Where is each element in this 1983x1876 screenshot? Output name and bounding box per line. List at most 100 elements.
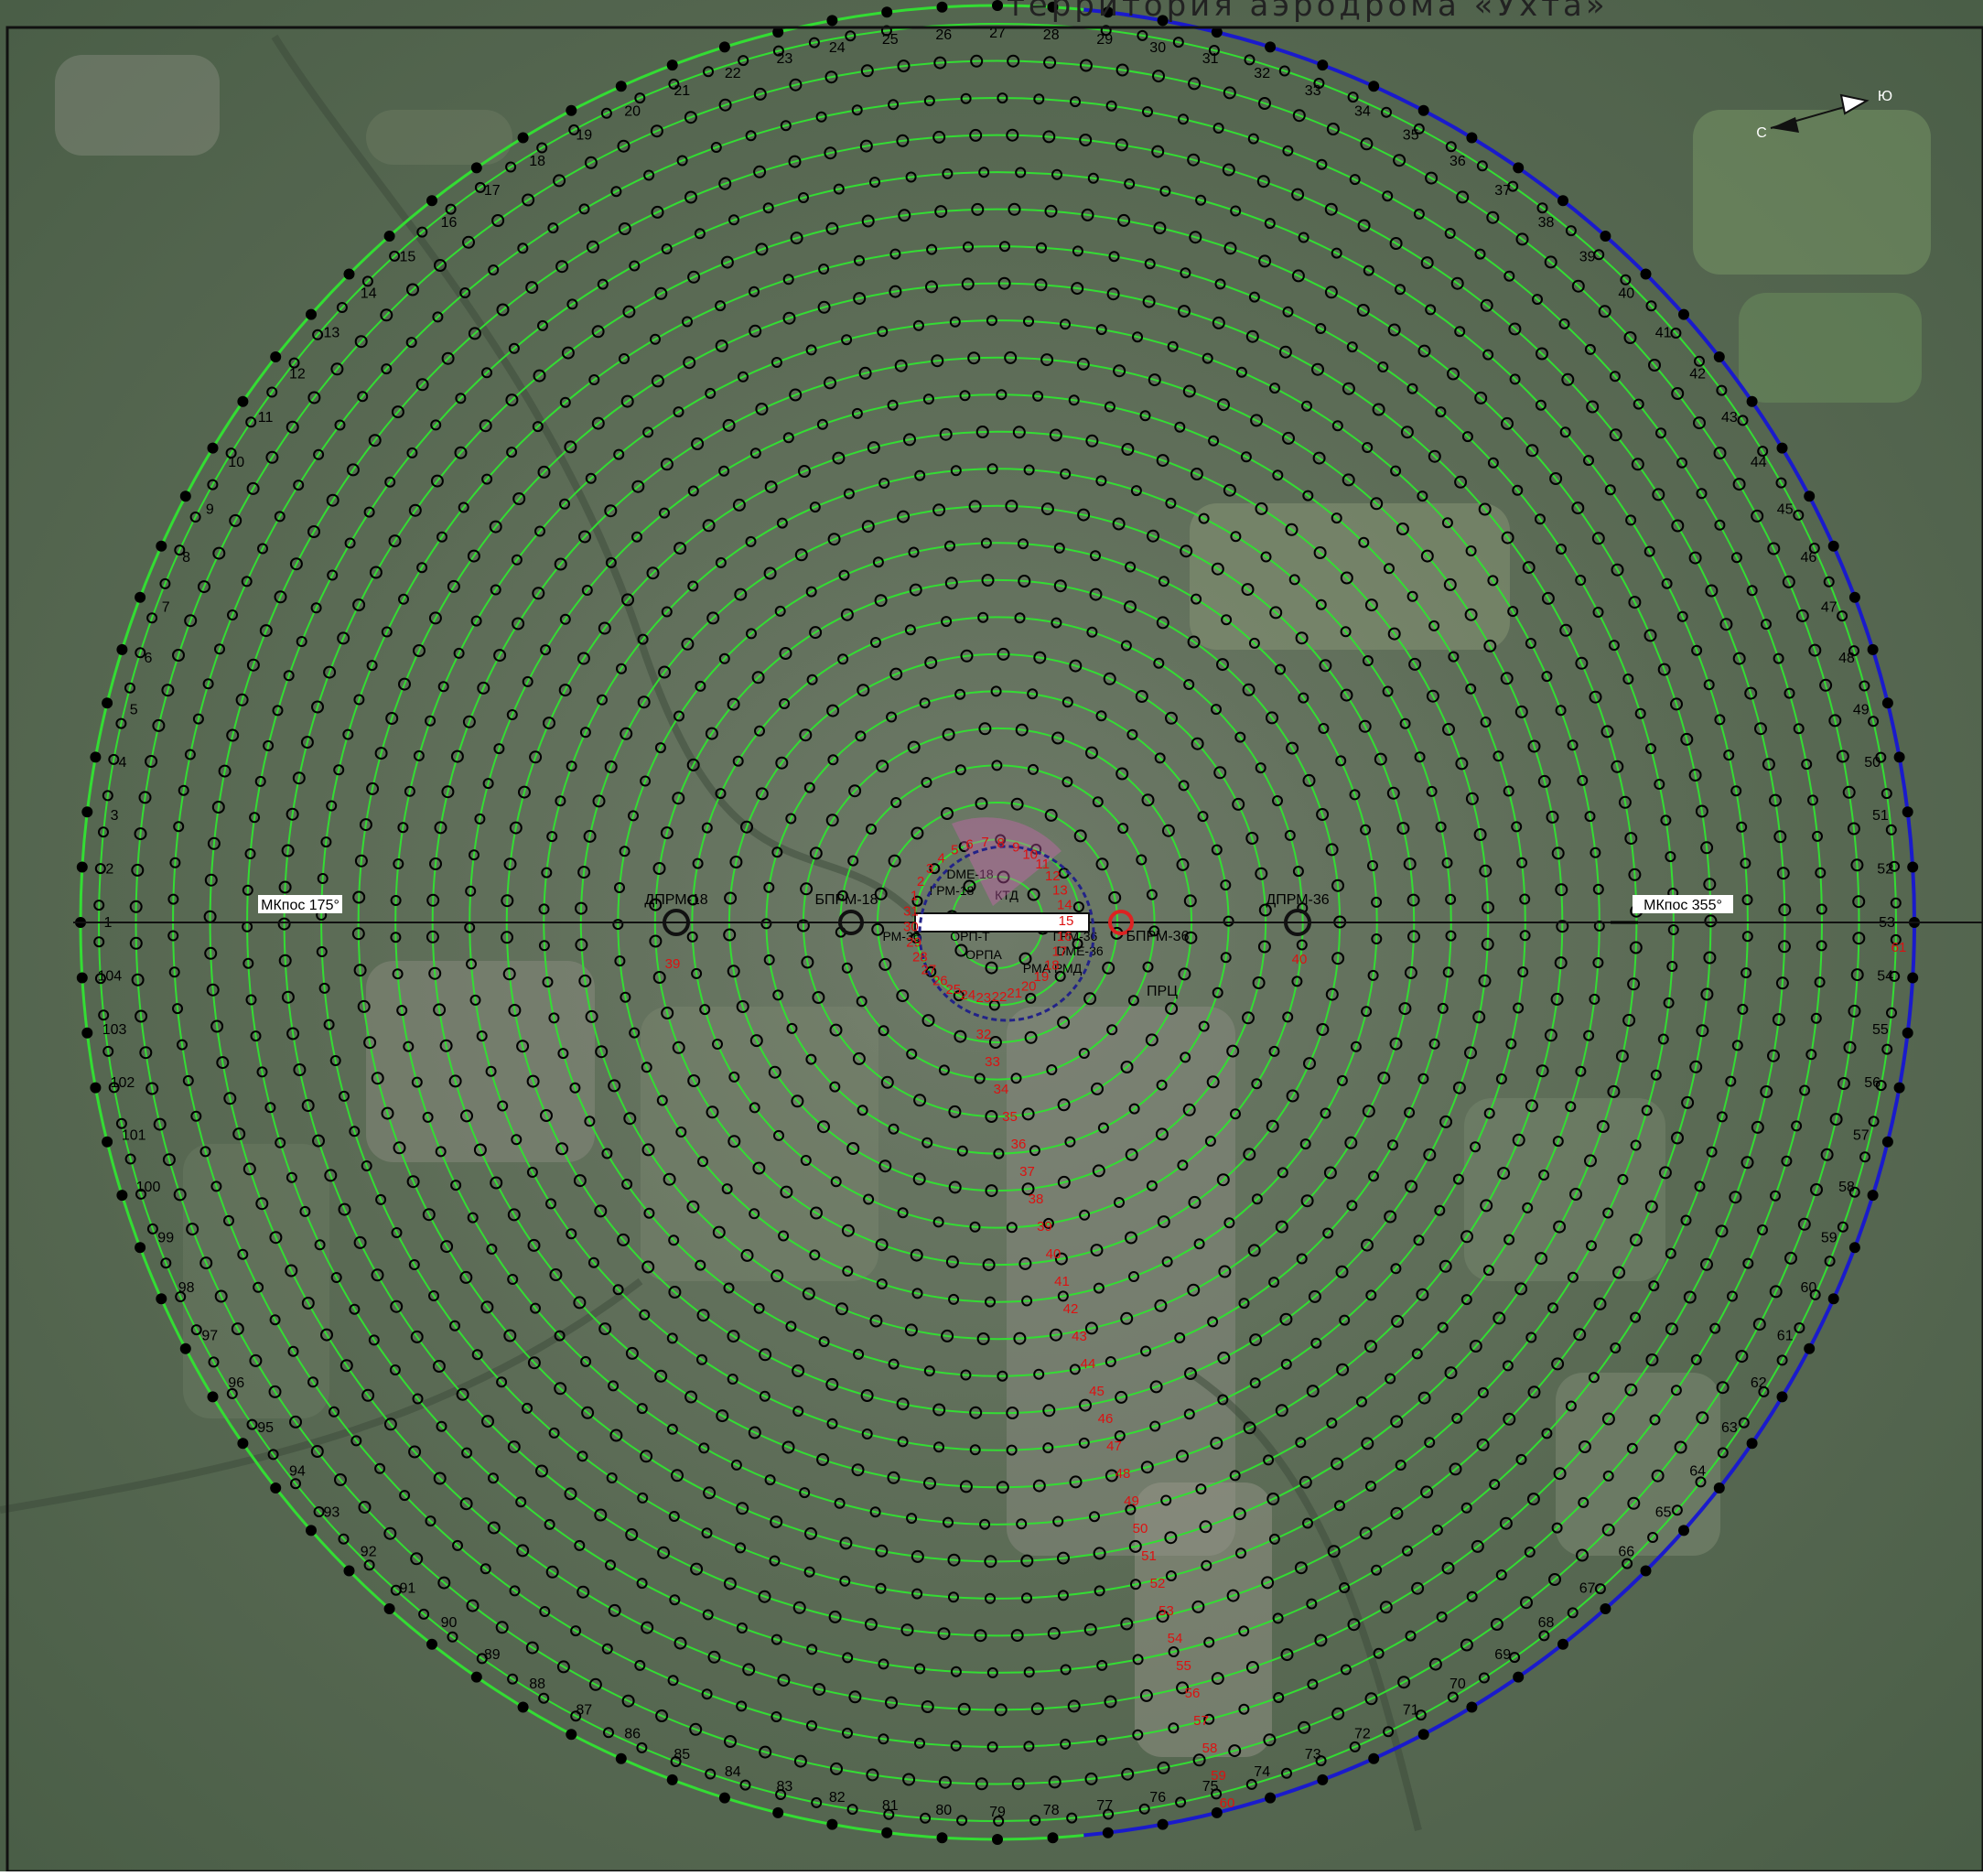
grid-point	[1060, 1664, 1072, 1676]
outer-point-label: 70	[1450, 1677, 1466, 1692]
prc-label: ПРЦ	[1147, 984, 1178, 999]
grid-point	[587, 1256, 599, 1268]
grid-point	[914, 1737, 925, 1749]
grid-point	[1703, 951, 1717, 965]
grid-point	[945, 1255, 959, 1268]
grid-point	[1538, 1170, 1550, 1181]
grid-point	[352, 890, 366, 904]
grid-point	[1364, 598, 1378, 612]
grid-point	[971, 202, 985, 216]
grid-point	[1331, 879, 1344, 892]
grid-point	[1875, 751, 1887, 763]
grid-point	[1696, 488, 1708, 500]
outer-point	[1848, 1242, 1860, 1254]
grid-point	[413, 644, 426, 657]
red-marker: 1	[911, 889, 918, 904]
grid-point	[1029, 1815, 1041, 1827]
outer-point	[772, 1806, 784, 1818]
grid-point	[1609, 371, 1621, 383]
grid-point	[330, 362, 344, 376]
grid-point	[1623, 331, 1637, 344]
grid-point	[705, 387, 717, 399]
grid-point	[1514, 705, 1528, 718]
grid-point	[637, 695, 651, 709]
grid-point	[1575, 1065, 1587, 1077]
outer-point	[1157, 15, 1169, 27]
grid-point	[1591, 532, 1605, 545]
grid-point	[1594, 1583, 1606, 1595]
grid-point	[621, 1694, 635, 1708]
grid-point	[1411, 1581, 1425, 1595]
grid-point	[1480, 298, 1493, 312]
grid-point	[574, 1539, 586, 1551]
outer-point-label: 2	[105, 861, 113, 877]
outer-point	[1678, 1525, 1689, 1536]
grid-point	[1255, 762, 1266, 774]
grid-point	[1589, 993, 1600, 1005]
grid-point	[518, 785, 531, 799]
grid-point	[436, 531, 447, 543]
outer-point	[666, 59, 678, 71]
grid-point	[1511, 821, 1523, 833]
grid-point	[715, 340, 728, 352]
outer-point	[237, 395, 249, 407]
grid-point	[577, 866, 591, 879]
grid-point	[956, 1815, 968, 1827]
grid-point	[1730, 552, 1742, 564]
grid-point	[1211, 1788, 1223, 1800]
grid-point	[654, 742, 666, 754]
grid-point	[1033, 1368, 1045, 1380]
grid-point	[1549, 472, 1563, 485]
grid-point	[1460, 1294, 1472, 1306]
grid-point	[1241, 583, 1255, 597]
grid-point	[1522, 1202, 1534, 1213]
grid-point	[1416, 1288, 1429, 1301]
grid-point	[1006, 1444, 1018, 1456]
grid-point	[666, 1332, 678, 1344]
grid-point	[853, 1348, 865, 1360]
outer-point-label: 84	[725, 1764, 741, 1780]
grid-point	[1027, 888, 1040, 901]
grid-point	[785, 1321, 797, 1332]
grid-point	[1342, 473, 1355, 487]
grid-point	[1095, 324, 1107, 336]
grid-point	[1044, 204, 1058, 218]
grid-point	[886, 711, 898, 723]
outer-point	[270, 351, 282, 362]
grid-point	[1248, 291, 1260, 303]
grid-point	[776, 517, 788, 529]
grid-point	[1610, 1342, 1622, 1353]
outer-point-label: 82	[829, 1790, 846, 1806]
grid-point	[878, 478, 890, 489]
grid-point	[1135, 690, 1148, 703]
grid-point	[350, 1435, 362, 1447]
grid-point	[1025, 992, 1037, 1004]
grid-point	[1390, 465, 1402, 477]
grid-point	[1331, 1457, 1344, 1471]
grid-point	[960, 92, 972, 104]
grid-point	[1340, 626, 1352, 638]
outer-point	[1881, 697, 1893, 709]
grid-point	[278, 954, 292, 967]
grid-point	[310, 1445, 324, 1458]
grid-point	[1221, 614, 1233, 626]
grid-point	[620, 394, 634, 408]
grid-point	[896, 134, 910, 147]
outer-point-label: 64	[1689, 1464, 1706, 1480]
grid-point	[759, 1745, 772, 1759]
grid-point	[1349, 174, 1361, 186]
outer-point	[1557, 1638, 1568, 1650]
grid-point	[467, 549, 480, 563]
outer-point	[1776, 442, 1788, 454]
grid-point	[1149, 1380, 1163, 1394]
grid-point	[659, 507, 670, 519]
grid-point	[1447, 367, 1460, 381]
grid-point	[634, 1659, 646, 1671]
grid-point	[651, 374, 664, 388]
grid-point	[1843, 1040, 1857, 1054]
outer-point	[343, 268, 355, 280]
grid-point	[880, 1075, 894, 1089]
grid-point	[202, 678, 214, 690]
grid-point	[1793, 509, 1805, 521]
grid-point	[826, 1418, 838, 1429]
